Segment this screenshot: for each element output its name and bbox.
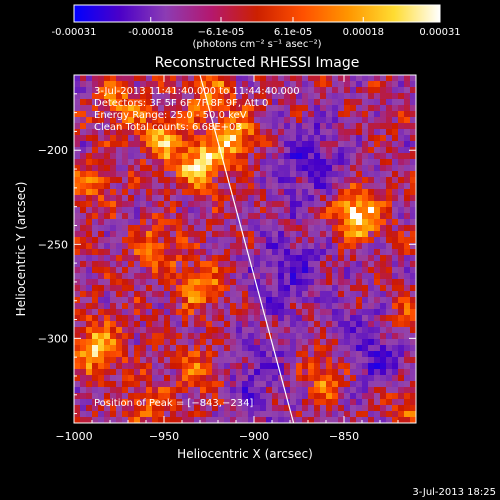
- colorbar-ticks: -0.00031 -0.00018 −6.1e-05 6.1e-05 0.00018 0.…: [52, 17, 461, 38]
- x-tick-label: −950: [149, 430, 179, 443]
- annotation-line: Detectors: 3F 5F 6F 7F 8F 9F, Att 0: [94, 98, 268, 109]
- x-axis-ticks: −1000 −950 −900 −850: [55, 75, 399, 443]
- y-tick-label: −300: [38, 332, 68, 345]
- peak-position-label: Position of Peak = [−843,−234]: [94, 398, 253, 409]
- annotation-line: Energy Range: 25.0 - 50.0 keV: [94, 110, 247, 121]
- footer-date: 3-Jul-2013 18:25: [412, 487, 496, 498]
- x-tick-label: −1000: [55, 430, 92, 443]
- colorbar-tick-label: −6.1e-05: [198, 27, 245, 38]
- colorbar-tick-label: 0.00031: [419, 27, 460, 38]
- colorbar-unit-label: (photons cm⁻² s⁻¹ asec⁻²): [192, 39, 321, 50]
- colorbar-tick-label: 6.1e-05: [274, 27, 312, 38]
- colorbar-tick-label: -0.00031: [52, 27, 97, 38]
- y-tick-label: −250: [38, 238, 68, 251]
- colorbar-tick-label: 0.00018: [343, 27, 384, 38]
- colorbar-tick-label: -0.00018: [128, 27, 173, 38]
- annotation-block: 3-Jul-2013 11:41:40.000 to 11:44:40.000D…: [94, 86, 300, 133]
- y-tick-label: −200: [38, 144, 68, 157]
- solar-limb-line: [199, 75, 295, 423]
- y-axis-ticks: −200 −250 −300: [38, 93, 416, 415]
- chart-title: Reconstructed RHESSI Image: [155, 55, 360, 71]
- heatmap-image: [74, 75, 416, 423]
- y-axis-label: Heliocentric Y (arcsec): [14, 182, 28, 317]
- plot-frame: [73, 74, 417, 424]
- x-tick-label: −900: [239, 430, 269, 443]
- colorbar: [73, 4, 441, 23]
- x-axis-label: Heliocentric X (arcsec): [177, 447, 313, 461]
- annotation-line: Clean Total counts: 6.68E+03: [94, 122, 242, 133]
- annotation-line: 3-Jul-2013 11:41:40.000 to 11:44:40.000: [94, 86, 300, 97]
- x-tick-label: −850: [329, 430, 359, 443]
